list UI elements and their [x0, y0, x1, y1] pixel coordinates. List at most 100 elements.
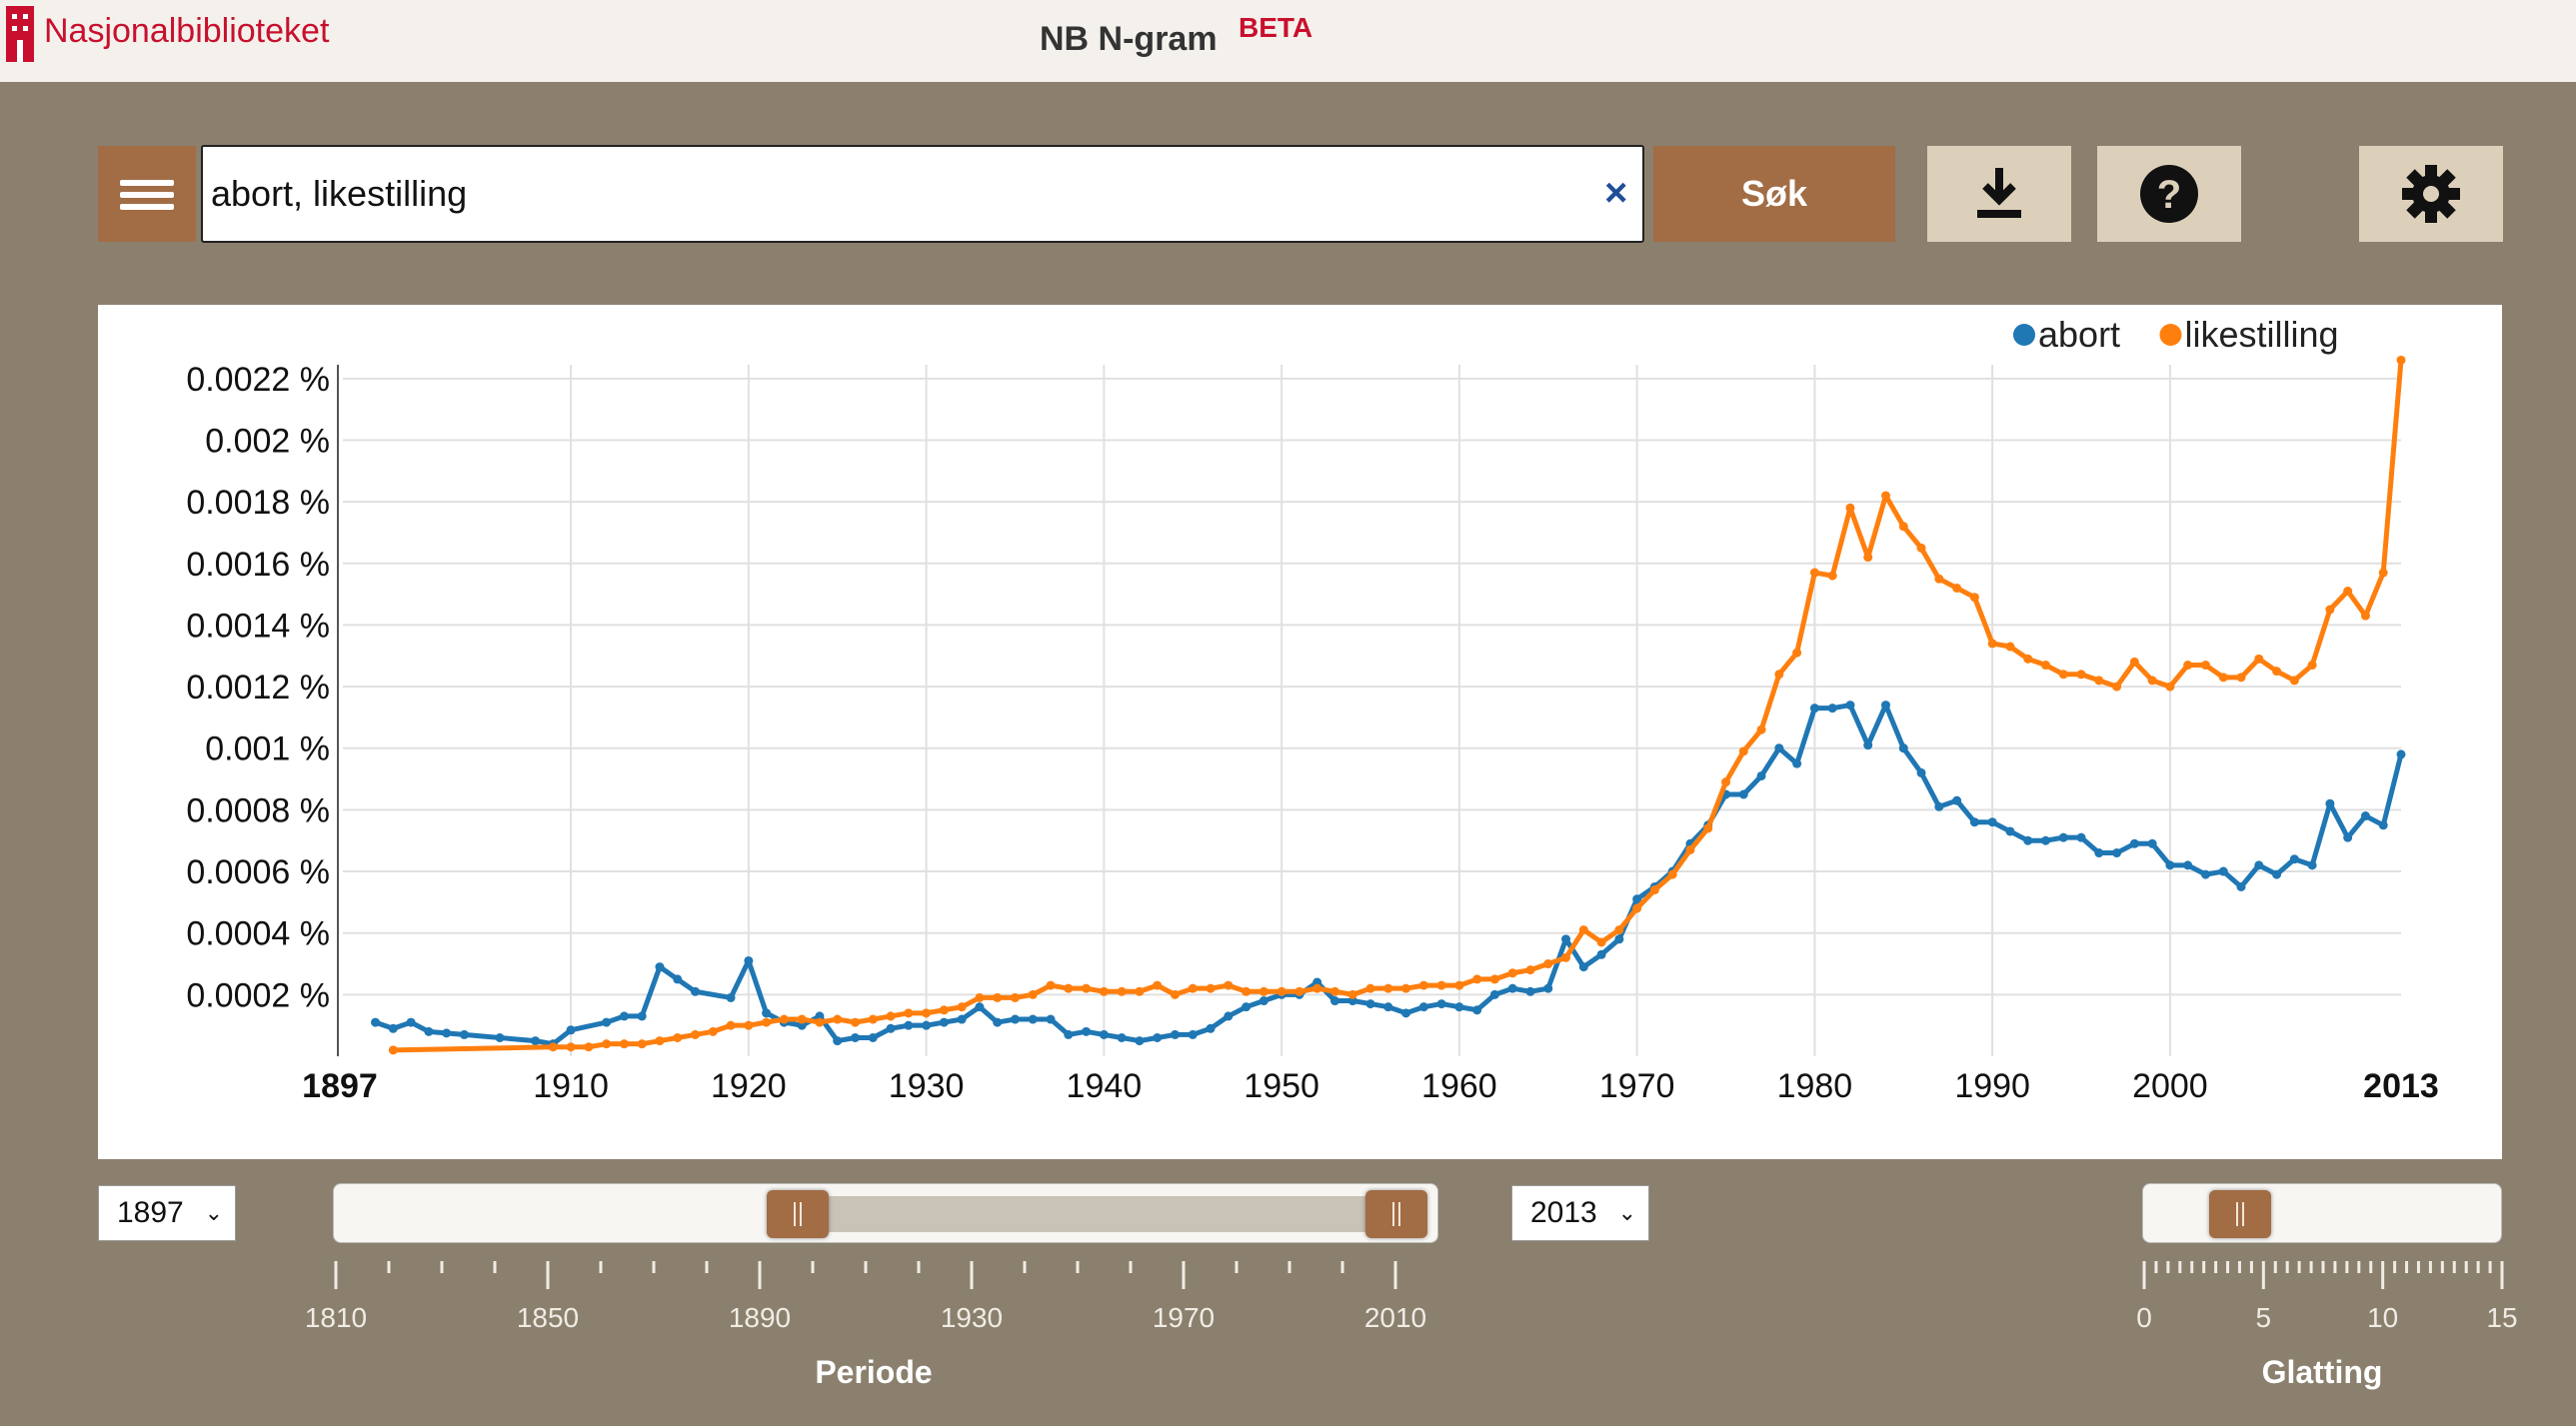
period-slider-range — [818, 1196, 1376, 1232]
data-point-likestilling — [1721, 777, 1731, 787]
data-point-abort — [2307, 860, 2317, 870]
smoothing-slider[interactable] — [2142, 1183, 2502, 1243]
data-point-abort — [1489, 989, 1499, 999]
app-title: NB N-gram — [1040, 20, 1218, 58]
data-point-likestilling — [1792, 648, 1802, 658]
x-tick-label: 1950 — [1244, 1067, 1319, 1105]
data-point-likestilling — [1224, 980, 1234, 990]
y-tick-label: 0.0008 % — [186, 791, 330, 829]
data-point-abort — [2023, 835, 2033, 845]
logo-text[interactable]: Nasjonalbiblioteket — [44, 12, 330, 50]
data-point-abort — [1934, 801, 1944, 811]
series-line-likestilling — [393, 360, 2404, 1053]
data-point-abort — [495, 1033, 505, 1043]
y-tick-label: 0.0022 % — [186, 361, 330, 399]
data-point-likestilling — [975, 992, 985, 1002]
data-point-likestilling — [1543, 959, 1553, 969]
data-point-abort — [1206, 1023, 1216, 1033]
data-point-likestilling — [2165, 682, 2175, 692]
data-point-abort — [566, 1025, 576, 1035]
period-tick-label: 1810 — [305, 1302, 367, 1333]
x-tick-label: 1970 — [1599, 1067, 1675, 1105]
data-point-abort — [1969, 817, 1979, 827]
data-point-likestilling — [1383, 983, 1393, 993]
data-point-abort — [851, 1033, 860, 1043]
data-point-likestilling — [1863, 553, 1873, 563]
data-point-abort — [2129, 838, 2139, 848]
data-point-abort — [1242, 1002, 1252, 1012]
data-point-abort — [1046, 1014, 1056, 1024]
period-tick-label: 1930 — [941, 1302, 1003, 1333]
x-tick-label: 1980 — [1777, 1067, 1853, 1105]
data-point-likestilling — [993, 992, 1003, 1002]
data-point-likestilling — [1329, 986, 1339, 996]
data-point-likestilling — [708, 1026, 718, 1036]
data-point-abort — [1170, 1029, 1180, 1039]
period-end-handle[interactable] — [1365, 1190, 1427, 1238]
data-point-abort — [1436, 999, 1446, 1009]
data-point-abort — [1082, 1026, 1092, 1036]
data-point-abort — [1845, 701, 1855, 711]
data-point-abort — [1827, 704, 1837, 713]
smoothing-handle[interactable] — [2209, 1190, 2272, 1238]
data-point-abort — [797, 1020, 807, 1030]
data-point-likestilling — [566, 1042, 576, 1052]
data-point-likestilling — [2040, 661, 2050, 671]
data-point-abort — [1898, 743, 1908, 753]
hamburger-menu-icon — [120, 180, 174, 186]
search-button[interactable]: Søk — [1653, 146, 1895, 242]
data-point-likestilling — [2147, 676, 2157, 686]
data-point-likestilling — [1774, 670, 1784, 680]
close-icon[interactable]: × — [1604, 171, 1628, 215]
x-tick-label: 1910 — [533, 1067, 609, 1105]
data-point-abort — [744, 955, 754, 965]
data-point-abort — [2076, 832, 2086, 842]
data-point-likestilling — [1259, 986, 1269, 996]
period-start-select[interactable]: 1897 ⌄ — [98, 1185, 236, 1241]
period-label: Periode — [815, 1354, 933, 1390]
y-tick-label: 0.0016 % — [186, 546, 330, 584]
data-point-likestilling — [1561, 952, 1571, 962]
data-point-abort — [886, 1023, 896, 1033]
data-point-likestilling — [1135, 986, 1145, 996]
data-point-likestilling — [1347, 989, 1357, 999]
data-point-likestilling — [1294, 986, 1304, 996]
data-point-likestilling — [1596, 937, 1606, 947]
data-point-abort — [1312, 977, 1322, 987]
data-point-abort — [1632, 894, 1642, 904]
period-start-handle[interactable] — [767, 1190, 830, 1238]
data-point-likestilling — [1489, 974, 1499, 984]
hamburger-menu-icon-line — [120, 204, 174, 210]
data-point-likestilling — [2005, 642, 2015, 652]
menu-button[interactable] — [98, 146, 196, 242]
data-point-likestilling — [1277, 986, 1287, 996]
data-point-likestilling — [957, 1002, 967, 1012]
data-point-likestilling — [1632, 903, 1642, 913]
data-point-abort — [2254, 860, 2264, 870]
data-point-abort — [1259, 996, 1269, 1006]
data-point-likestilling — [1649, 885, 1659, 895]
period-end-select[interactable]: 2013 ⌄ — [1511, 1185, 1649, 1241]
data-point-abort — [1614, 934, 1624, 944]
period-slider[interactable] — [333, 1183, 1438, 1243]
data-point-likestilling — [1153, 980, 1163, 990]
data-point-abort — [2165, 860, 2175, 870]
download-button[interactable] — [1927, 146, 2071, 242]
data-point-likestilling — [744, 1020, 754, 1030]
data-point-abort — [1881, 701, 1890, 711]
search-input[interactable] — [211, 165, 1570, 223]
data-point-likestilling — [1418, 980, 1428, 990]
data-point-abort — [1578, 962, 1588, 972]
y-tick-label: 0.001 % — [205, 730, 330, 768]
data-point-likestilling — [2129, 657, 2139, 667]
x-tick-label: 1960 — [1421, 1067, 1497, 1105]
period-tick-label: 2010 — [1364, 1302, 1426, 1333]
data-point-abort — [619, 1011, 629, 1021]
help-button[interactable]: ? — [2097, 146, 2241, 242]
nasjonalbiblioteket-logo-icon — [6, 6, 34, 62]
data-point-abort — [2040, 835, 2050, 845]
data-point-abort — [1347, 996, 1357, 1006]
data-point-abort — [1329, 996, 1339, 1006]
settings-button[interactable] — [2359, 146, 2503, 242]
data-point-likestilling — [2094, 676, 2104, 686]
